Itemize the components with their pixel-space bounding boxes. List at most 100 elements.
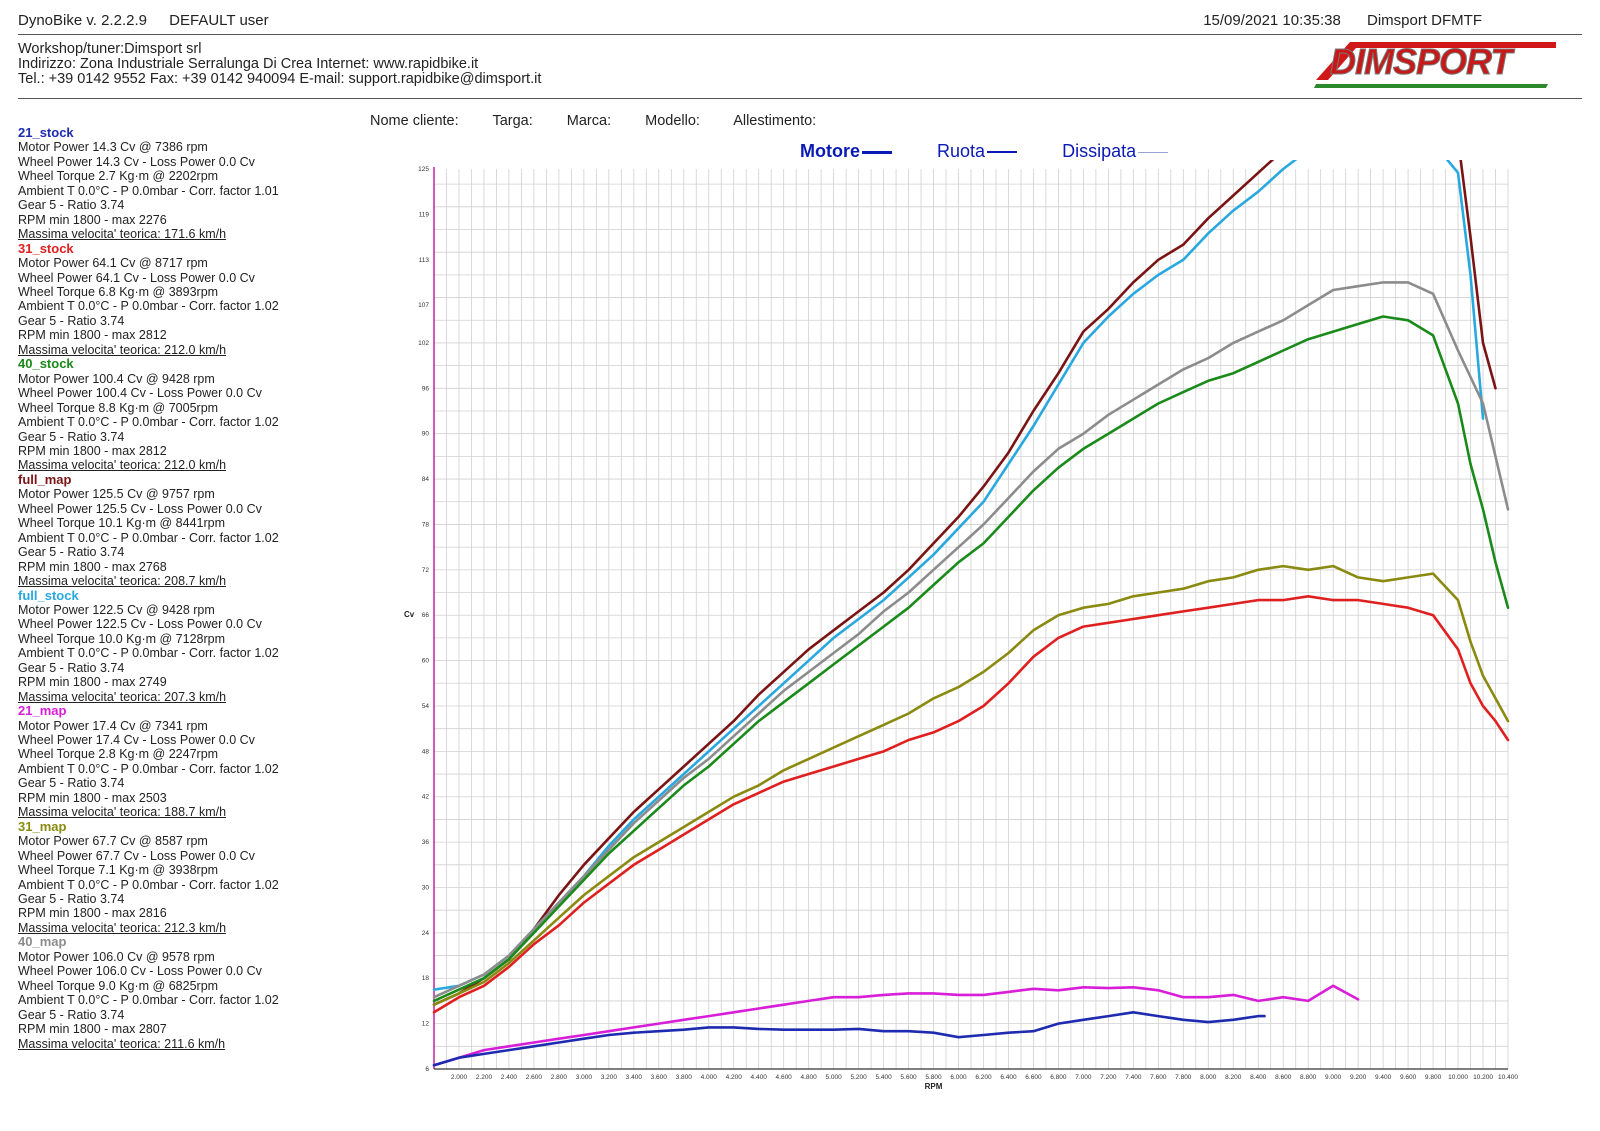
x-tick-label: 8.200 (1225, 1074, 1242, 1081)
x-tick-label: 3.200 (601, 1074, 618, 1081)
run-info-line: Ambient T 0.0°C - P 0.0mbar - Corr. fact… (18, 415, 279, 430)
y-tick-label: 6 (425, 1066, 429, 1073)
legend-motore-label: Motore (800, 141, 860, 161)
x-tick-label: 5.600 (900, 1074, 917, 1081)
dyno-chart: 6 12 18 24 30 36 42 48 54 60 66 72 78 84 90 96 102 107 113… (404, 160, 1518, 1091)
run-info-line: RPM min 1800 - max 2503 (18, 790, 167, 805)
run-info-line: Motor Power 106.0 Cv @ 9578 rpm (18, 949, 215, 964)
run-info-line: RPM min 1800 - max 2807 (18, 1022, 167, 1037)
x-tick-label: 3.000 (576, 1074, 593, 1081)
run-info-line: Wheel Torque 9.0 Kg·m @ 6825rpm (18, 978, 219, 993)
series-line-31_map (432, 564, 1510, 1006)
run-max-speed: Massima velocita' teorica: 171.6 km/h (18, 227, 227, 242)
run-info-line: Wheel Power 100.4 Cv - Loss Power 0.0 Cv (18, 386, 262, 401)
run-info-line: Wheel Torque 2.7 Kg·m @ 2202rpm (18, 169, 219, 184)
y-tick-label: 66 (422, 612, 430, 619)
legend-motore[interactable]: Motore (800, 141, 892, 162)
workshop-info: Workshop/tuner:Dimsport srl Indirizzo: Z… (18, 42, 541, 87)
run-block: 31_map Motor Power 67.7 Cv @ 8587 rpm Whee… (18, 818, 348, 936)
chart-legend: Motore Ruota Dissipata (800, 141, 1208, 162)
legend-ruota-label: Ruota (937, 141, 986, 161)
x-tick-label: 4.200 (726, 1074, 743, 1081)
customer-name-label: Nome cliente: (370, 113, 459, 129)
run-info-line: Gear 5 - Ratio 3.74 (18, 198, 125, 213)
run-max-speed: Massima velocita' teorica: 188.7 km/h (18, 805, 227, 820)
x-axis-label: RPM (925, 1082, 943, 1091)
run-info-line: Motor Power 14.3 Cv @ 7386 rpm (18, 140, 208, 155)
run-max-speed: Massima velocita' teorica: 212.0 km/h (18, 458, 227, 473)
run-info-line: Gear 5 - Ratio 3.74 (18, 776, 125, 791)
run-info-line: Motor Power 67.7 Cv @ 8587 rpm (18, 834, 208, 849)
run-info-line: Ambient T 0.0°C - P 0.0mbar - Corr. fact… (18, 877, 279, 892)
run-info-line: Ambient T 0.0°C - P 0.0mbar - Corr. fact… (18, 183, 279, 198)
y-tick-label: 36 (422, 839, 430, 846)
run-info-line: Wheel Power 122.5 Cv - Loss Power 0.0 Cv (18, 617, 262, 632)
run-info-line: Wheel Torque 7.1 Kg·m @ 3938rpm (18, 863, 219, 878)
x-tick-label: 3.800 (676, 1074, 693, 1081)
run-max-speed: Massima velocita' teorica: 208.7 km/h (18, 574, 227, 589)
x-tick-label: 7.800 (1175, 1074, 1192, 1081)
run-info-line: Gear 5 - Ratio 3.74 (18, 545, 125, 560)
y-tick-label: 113 (419, 257, 430, 264)
y-tick-label: 90 (422, 431, 430, 438)
runs-panel: 21_stock Motor Power 14.3 Cv @ 7386 rpm Wh… (18, 125, 348, 1051)
x-tick-label: 5.000 (825, 1074, 842, 1081)
y-tick-label: 102 (418, 340, 429, 347)
run-info-line: Ambient T 0.0°C - P 0.0mbar - Corr. fact… (18, 761, 279, 776)
x-tick-label: 10.200 (1473, 1074, 1493, 1081)
legend-motore-swatch (862, 150, 892, 154)
user-label: DEFAULT user (169, 12, 269, 29)
x-tick-label: 5.800 (925, 1074, 942, 1081)
run-info-line: Wheel Torque 2.8 Kg·m @ 2247rpm (18, 747, 219, 762)
series-line-31_stock (432, 595, 1510, 1014)
legend-dissipata-label: Dissipata (1062, 141, 1137, 161)
y-tick-label: 24 (422, 930, 430, 937)
run-info-line: Wheel Torque 6.8 Kg·m @ 3893rpm (18, 284, 219, 299)
address-line: Indirizzo: Zona Industriale Serralunga D… (18, 56, 479, 72)
customer-fields: Nome cliente: Targa: Marca: Modello: All… (370, 113, 846, 129)
y-tick-label: 42 (422, 794, 430, 801)
legend-ruota-swatch (987, 151, 1018, 154)
x-tick-label: 4.400 (751, 1074, 768, 1081)
run-info-line: Motor Power 100.4 Cv @ 9428 rpm (18, 371, 215, 386)
legend-dissipata[interactable]: Dissipata (1062, 141, 1169, 162)
series-line-21_stock (432, 1011, 1266, 1067)
run-info-line: Ambient T 0.0°C - P 0.0mbar - Corr. fact… (18, 299, 279, 314)
x-tick-label: 6.400 (1000, 1074, 1017, 1081)
app-version: DynoBike v. 2.2.2.9 (18, 12, 147, 29)
run-block: 40_map Motor Power 106.0 Cv @ 9578 rpm Whe… (18, 934, 348, 1051)
y-tick-label: 54 (422, 703, 430, 710)
run-max-speed: Massima velocita' teorica: 207.3 km/h (18, 689, 227, 704)
run-info-line: Wheel Power 67.7 Cv - Loss Power 0.0 Cv (18, 848, 255, 863)
x-tick-label: 2.000 (451, 1074, 468, 1081)
run-name: 31_map (18, 818, 67, 834)
run-info-line: Gear 5 - Ratio 3.74 (18, 892, 125, 907)
run-name: 31_stock (18, 240, 74, 256)
x-tick-label: 9.600 (1400, 1074, 1417, 1081)
run-info-line: RPM min 1800 - max 2749 (18, 675, 167, 690)
legend-ruota[interactable]: Ruota (937, 141, 1018, 162)
run-name: full_stock (18, 587, 79, 603)
run-name: 21_map (18, 703, 67, 719)
x-tick-label: 6.800 (1050, 1074, 1067, 1081)
run-max-speed: Massima velocita' teorica: 212.3 km/h (18, 920, 227, 935)
run-block: 31_stock Motor Power 64.1 Cv @ 8717 rpm Wh… (18, 240, 348, 358)
run-info-line: Wheel Power 14.3 Cv - Loss Power 0.0 Cv (18, 154, 255, 169)
series-line-full_stock (432, 160, 1485, 991)
x-tick-label: 8.800 (1300, 1074, 1317, 1081)
datetime: 15/09/2021 10:35:38 (1203, 12, 1341, 29)
dimsport-logo: DIMSPORT (1314, 41, 1556, 88)
x-tick-label: 4.600 (776, 1074, 793, 1081)
run-max-speed: Massima velocita' teorica: 211.6 km/h (18, 1036, 226, 1051)
title-bar: DynoBike v. 2.2.2.9 DEFAULT user 15/09/2… (18, 10, 1582, 35)
y-tick-label: 48 (422, 748, 430, 755)
series-line-40_stock (432, 315, 1510, 1003)
series-line-21_map (432, 984, 1360, 1067)
x-tick-label: 7.400 (1125, 1074, 1142, 1081)
x-tick-label: 5.400 (875, 1074, 892, 1081)
x-tick-label: 2.200 (476, 1074, 493, 1081)
run-info-line: RPM min 1800 - max 2816 (18, 906, 167, 921)
y-tick-label: 18 (422, 975, 430, 982)
run-info-line: RPM min 1800 - max 2276 (18, 212, 167, 227)
run-info-line: Gear 5 - Ratio 3.74 (18, 660, 125, 675)
